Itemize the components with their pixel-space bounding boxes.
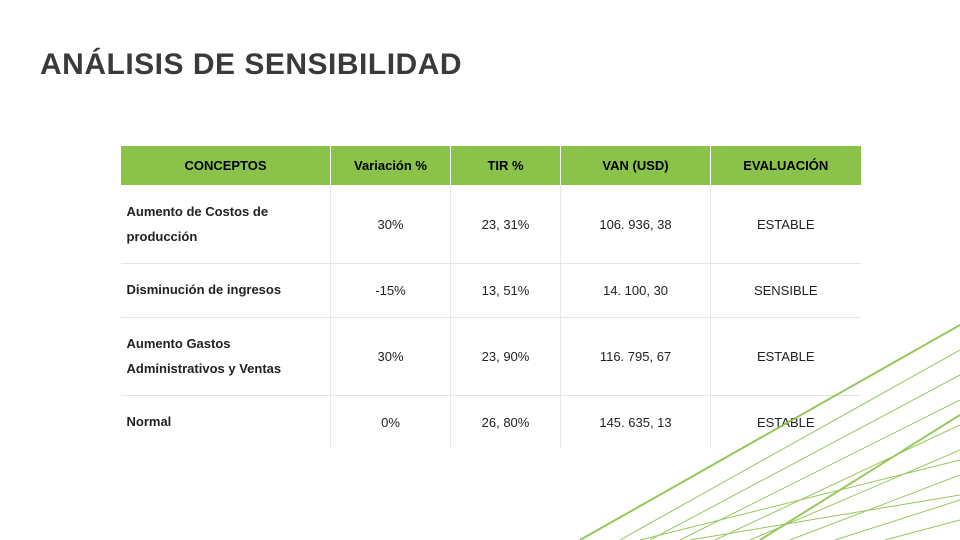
cell-van: 106. 936, 38 bbox=[561, 186, 711, 264]
cell-concepto: Aumento de Costos de producción bbox=[121, 186, 331, 264]
table-row: Aumento de Costos de producción 30% 23, … bbox=[121, 186, 861, 264]
cell-tir: 23, 31% bbox=[451, 186, 561, 264]
page-title: ANÁLISIS DE SENSIBILIDAD bbox=[40, 48, 462, 82]
col-header-tir: TIR % bbox=[451, 146, 561, 186]
sensitivity-table: CONCEPTOS Variación % TIR % VAN (USD) EV… bbox=[120, 145, 861, 449]
table-row: Aumento Gastos Administrativos y Ventas … bbox=[121, 318, 861, 396]
cell-evaluacion: ESTABLE bbox=[711, 318, 861, 396]
cell-van: 145. 635, 13 bbox=[561, 396, 711, 449]
sensitivity-table-container: CONCEPTOS Variación % TIR % VAN (USD) EV… bbox=[120, 145, 860, 449]
cell-variacion: -15% bbox=[331, 264, 451, 318]
cell-concepto: Aumento Gastos Administrativos y Ventas bbox=[121, 318, 331, 396]
cell-tir: 26, 80% bbox=[451, 396, 561, 449]
cell-van: 116. 795, 67 bbox=[561, 318, 711, 396]
col-header-conceptos: CONCEPTOS bbox=[121, 146, 331, 186]
cell-tir: 23, 90% bbox=[451, 318, 561, 396]
col-header-van: VAN (USD) bbox=[561, 146, 711, 186]
table-row: Disminución de ingresos -15% 13, 51% 14.… bbox=[121, 264, 861, 318]
cell-variacion: 0% bbox=[331, 396, 451, 449]
cell-variacion: 30% bbox=[331, 186, 451, 264]
table-row: Normal 0% 26, 80% 145. 635, 13 ESTABLE bbox=[121, 396, 861, 449]
cell-variacion: 30% bbox=[331, 318, 451, 396]
table-header-row: CONCEPTOS Variación % TIR % VAN (USD) EV… bbox=[121, 146, 861, 186]
cell-evaluacion: ESTABLE bbox=[711, 186, 861, 264]
cell-evaluacion: SENSIBLE bbox=[711, 264, 861, 318]
col-header-variacion: Variación % bbox=[331, 146, 451, 186]
cell-van: 14. 100, 30 bbox=[561, 264, 711, 318]
cell-concepto: Disminución de ingresos bbox=[121, 264, 331, 318]
col-header-evaluacion: EVALUACIÓN bbox=[711, 146, 861, 186]
cell-concepto: Normal bbox=[121, 396, 331, 449]
cell-evaluacion: ESTABLE bbox=[711, 396, 861, 449]
cell-tir: 13, 51% bbox=[451, 264, 561, 318]
